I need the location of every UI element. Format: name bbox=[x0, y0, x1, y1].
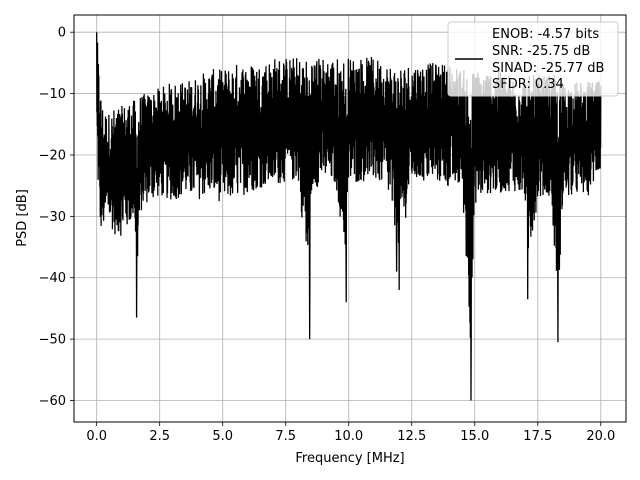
y-tick-label: −30 bbox=[39, 210, 66, 225]
x-tick-label: 2.5 bbox=[149, 429, 170, 444]
x-tick-label: 17.5 bbox=[523, 429, 552, 444]
y-tick-label: −40 bbox=[39, 271, 66, 286]
x-tick-label: 0.0 bbox=[86, 429, 107, 444]
y-tick-label: −60 bbox=[39, 394, 66, 409]
legend: ENOB: -4.57 bits SNR: -25.75 dB SINAD: -… bbox=[447, 21, 619, 97]
legend-text-snr: SNR: -25.75 dB bbox=[492, 44, 590, 59]
x-axis-label: Frequency [MHz] bbox=[295, 451, 404, 466]
y-tick-label: −50 bbox=[39, 333, 66, 348]
x-tick-label: 5.0 bbox=[212, 429, 233, 444]
legend-text-enob: ENOB: -4.57 bits bbox=[492, 27, 599, 42]
legend-text-sfdr: SFDR: 0.34 bbox=[492, 77, 564, 92]
x-tick-label: 7.5 bbox=[275, 429, 296, 444]
x-tick-label: 15.0 bbox=[460, 429, 489, 444]
x-tick-label: 12.5 bbox=[397, 429, 426, 444]
psd-series-line bbox=[96, 32, 602, 401]
y-axis-ticks: 0 −10 −20 −30 −40 −50 −60 bbox=[39, 26, 74, 409]
y-tick-label: −10 bbox=[39, 87, 66, 102]
y-axis-label: PSD [dB] bbox=[15, 189, 30, 247]
y-tick-label: 0 bbox=[58, 26, 66, 41]
legend-box bbox=[447, 21, 619, 97]
x-tick-label: 10.0 bbox=[334, 429, 363, 444]
y-tick-label: −20 bbox=[39, 148, 66, 163]
x-tick-label: 20.0 bbox=[586, 429, 615, 444]
series-layer bbox=[96, 32, 602, 401]
legend-text-sinad: SINAD: -25.77 dB bbox=[492, 61, 604, 76]
plot-frame bbox=[73, 14, 627, 423]
x-axis-ticks: 0.0 2.5 5.0 7.5 10.0 12.5 15.0 17.5 20.0 bbox=[86, 422, 615, 444]
